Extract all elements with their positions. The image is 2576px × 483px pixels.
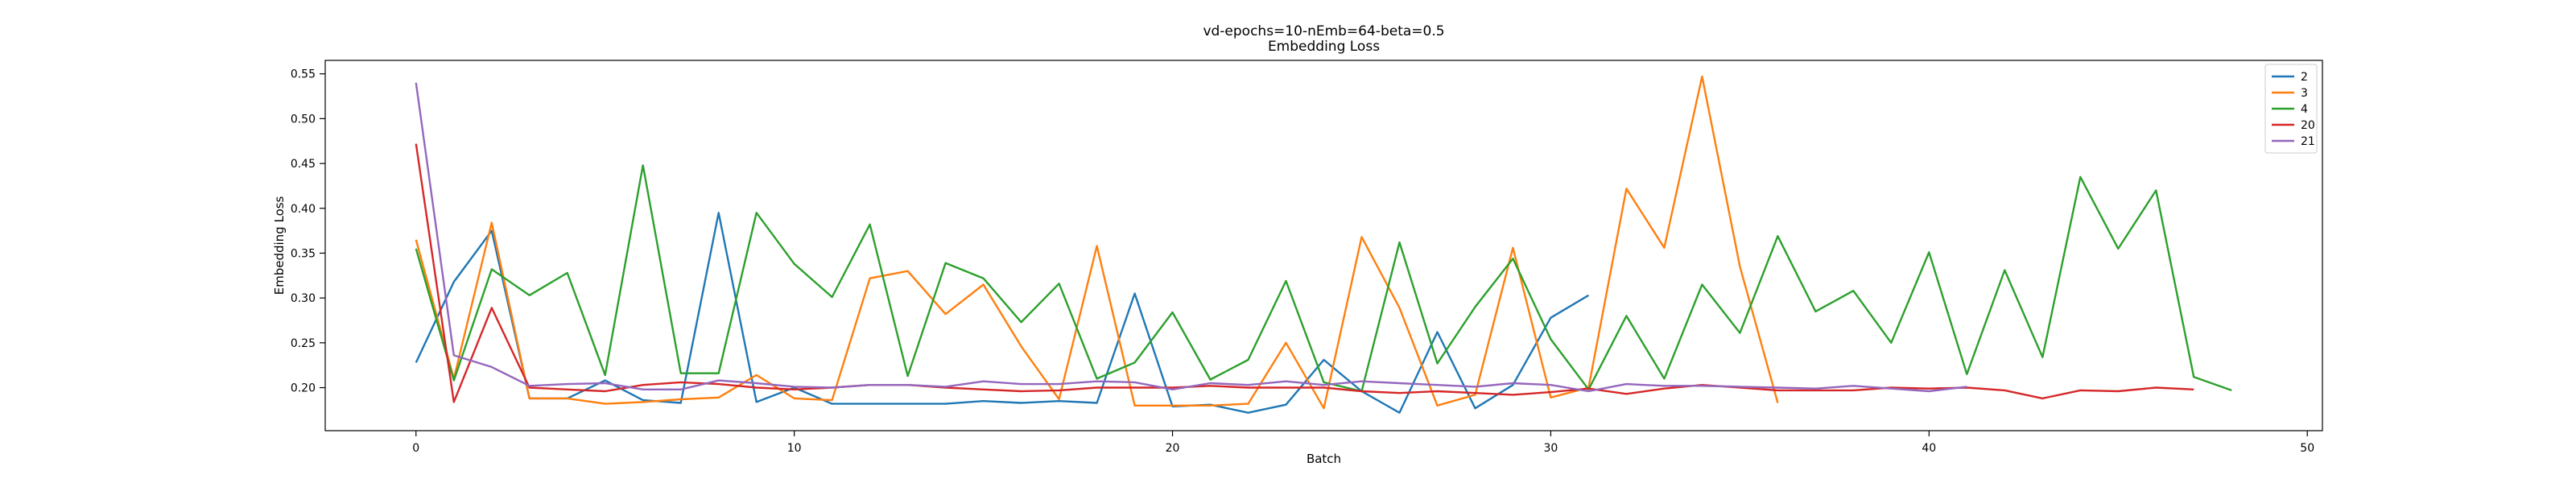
x-axis: 0 10 20 30 40 50: [412, 431, 2314, 455]
chart-subtitle: Embedding Loss: [1268, 39, 1380, 55]
series-line-4: [415, 164, 2232, 393]
legend-label-20: 20: [2301, 119, 2315, 132]
x-tick-label: 40: [1922, 442, 1936, 455]
x-tick-label: 0: [412, 442, 419, 455]
y-axis: 0.20 0.25 0.30 0.35 0.40 0.45 0.50 0.55: [291, 68, 325, 395]
y-axis-label: Embedding Loss: [272, 196, 287, 295]
y-tick-label: 0.30: [291, 292, 316, 305]
y-tick-label: 0.35: [291, 247, 316, 260]
series-line-21: [415, 82, 1967, 393]
x-tick-label: 20: [1166, 442, 1180, 455]
plot-area: [324, 60, 2323, 431]
chart-title: vd-epochs=10-nEmb=64-beta=0.5: [1203, 23, 1444, 39]
x-tick-label: 10: [787, 442, 802, 455]
legend-label-4: 4: [2301, 103, 2308, 116]
series-line-3: [415, 75, 1779, 410]
x-tick-label: 30: [1544, 442, 1558, 455]
y-tick-label: 0.55: [291, 68, 316, 81]
x-axis-label: Batch: [1307, 452, 1341, 466]
y-tick-label: 0.20: [291, 382, 316, 395]
series-line-20: [415, 143, 2194, 403]
y-tick-label: 0.40: [291, 203, 316, 216]
legend: 2 3 4 20 21: [2264, 64, 2318, 154]
y-tick-label: 0.45: [291, 158, 316, 171]
y-tick-label: 0.25: [291, 337, 316, 350]
legend-label-2: 2: [2301, 71, 2308, 84]
legend-label-3: 3: [2301, 87, 2308, 100]
x-tick-label: 50: [2300, 442, 2314, 455]
legend-label-21: 21: [2301, 135, 2315, 148]
series-lines: [415, 75, 2232, 414]
y-tick-label: 0.50: [291, 113, 316, 126]
